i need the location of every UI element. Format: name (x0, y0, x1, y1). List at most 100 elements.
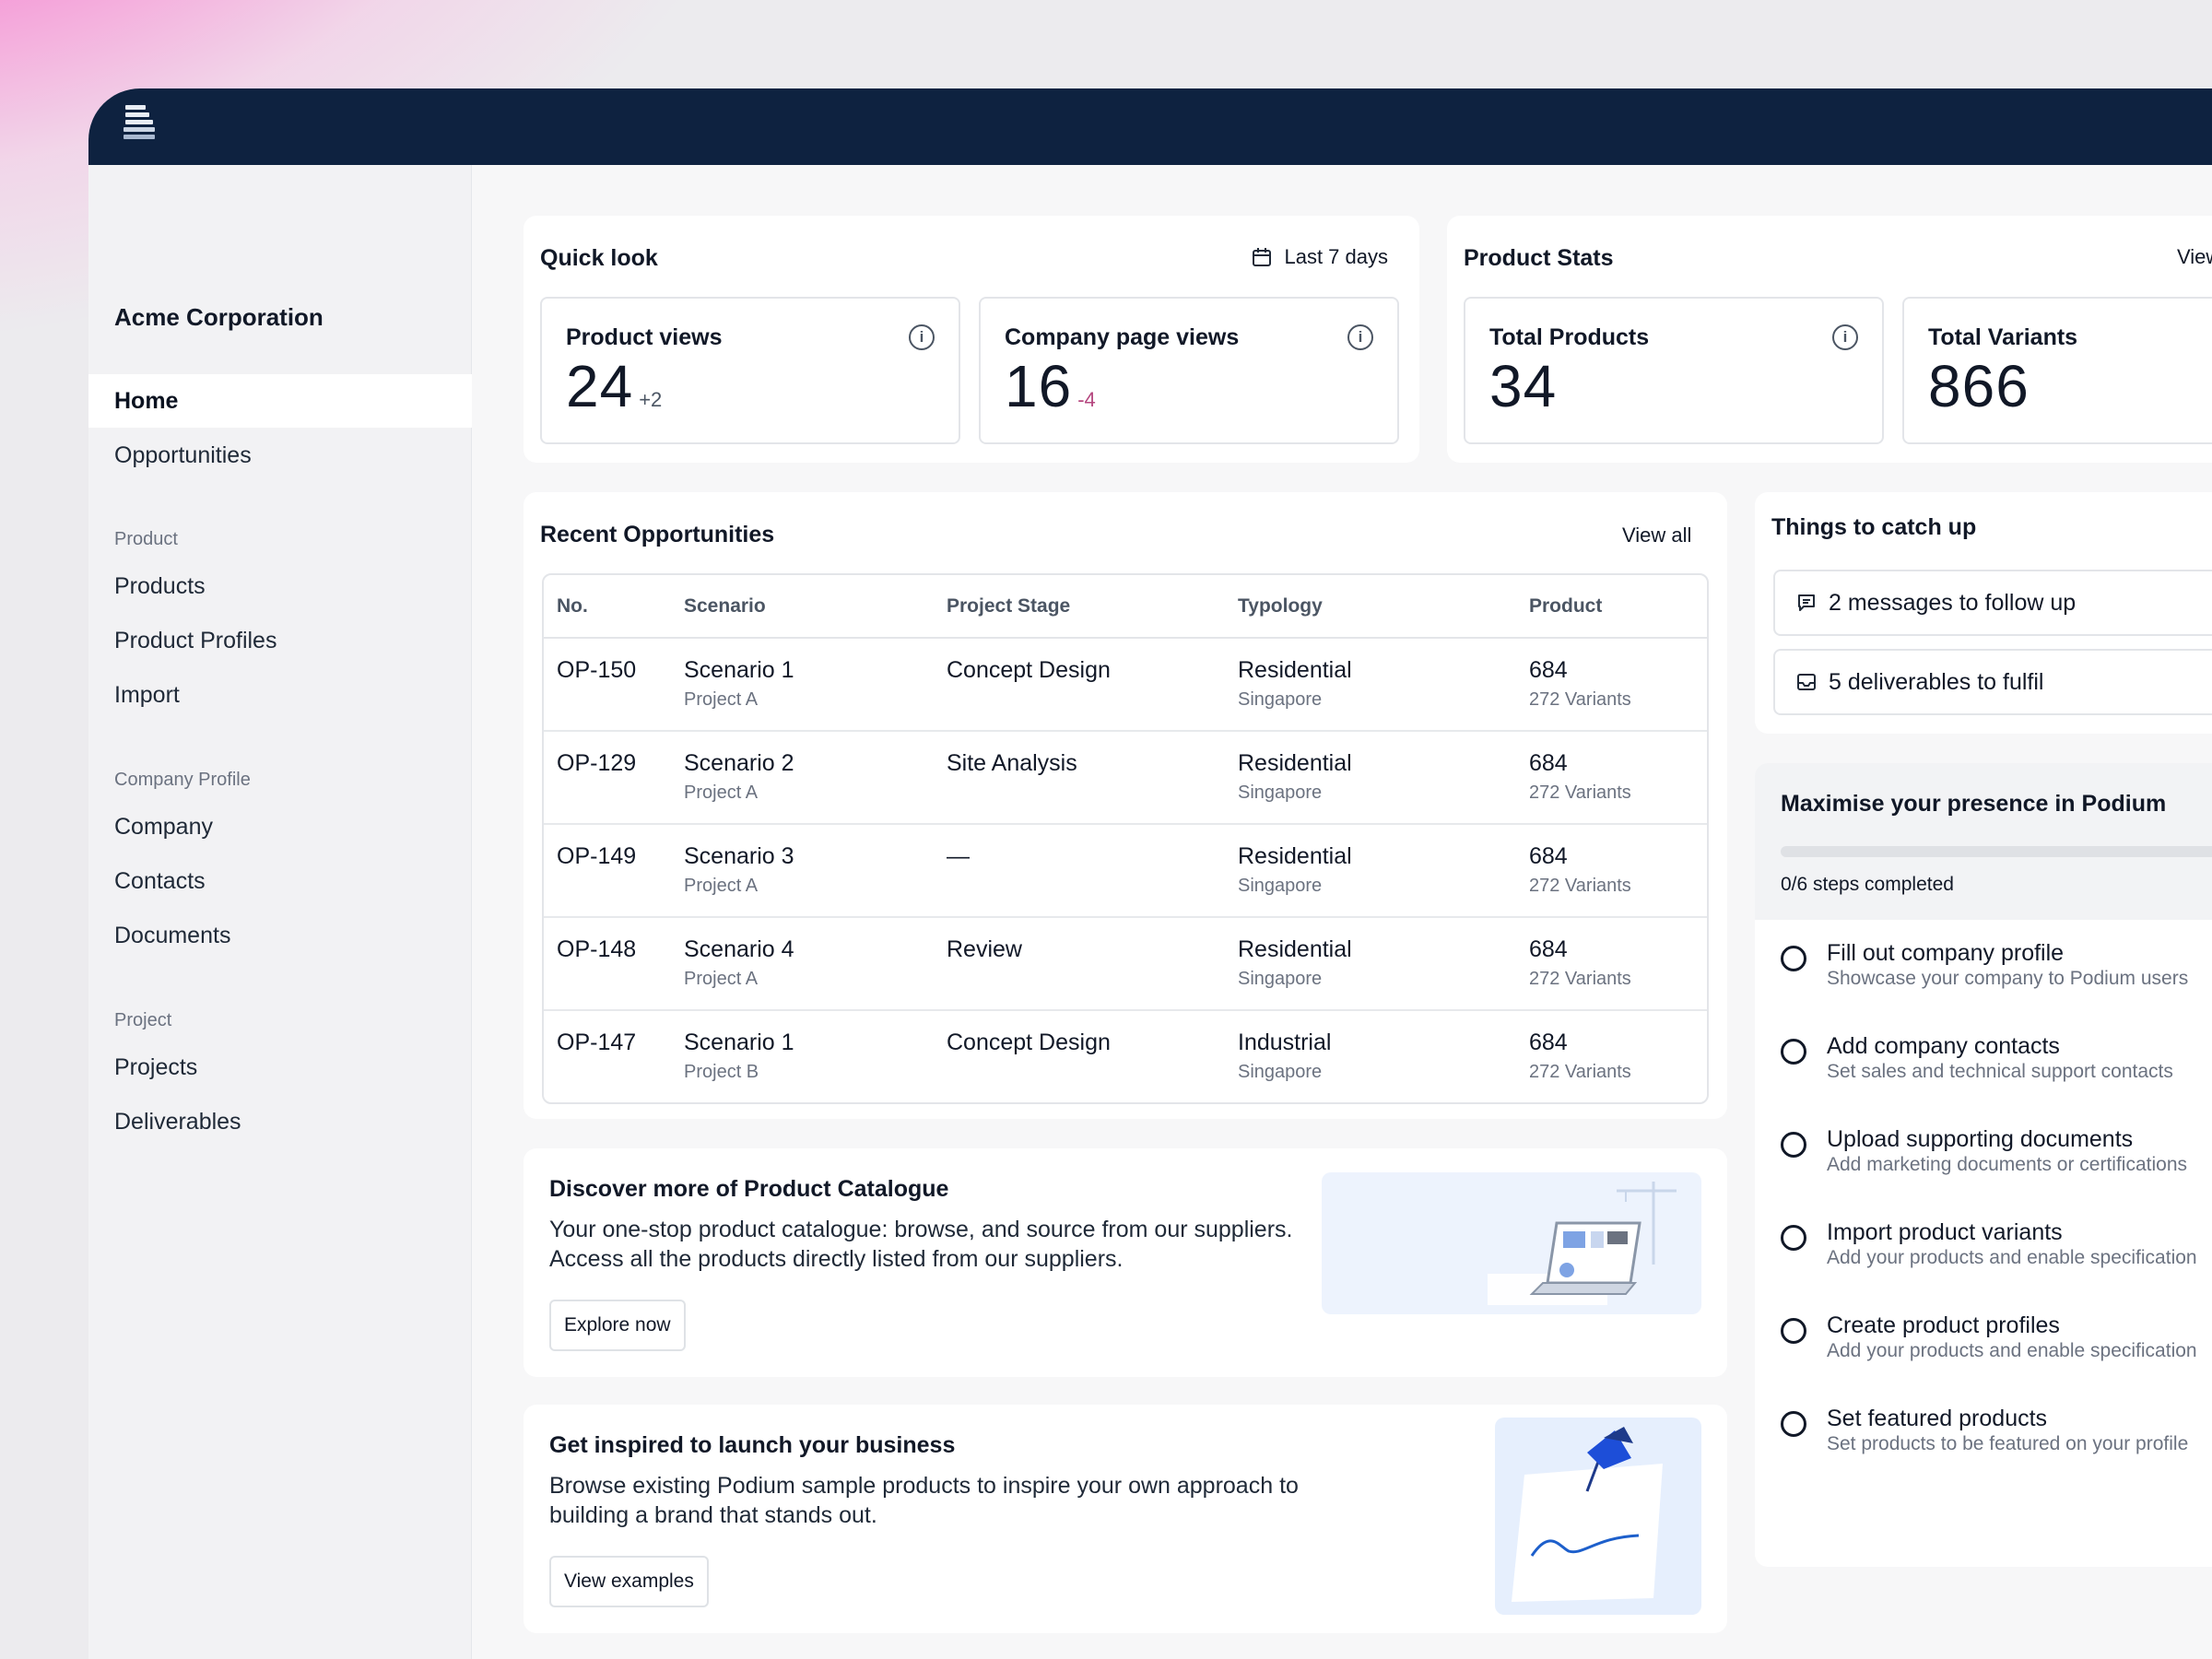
column-header[interactable]: Typology (1225, 575, 1516, 639)
date-range-label: Last 7 days (1284, 245, 1388, 268)
step-checkbox-icon[interactable] (1781, 1411, 1806, 1437)
cell-variants: 272 Variants (1529, 782, 1631, 803)
cell-project: Project A (684, 876, 759, 896)
stat-product-views: Product views i 24 +2 (540, 297, 960, 444)
sidebar-section-company-profile: Company Profile (114, 770, 251, 790)
stat-label: Total Products (1489, 324, 1650, 350)
product-stats-title: Product Stats (1464, 245, 1614, 271)
stat-total-variants: Total Variants 866 (1902, 297, 2212, 444)
cell-typology: Residential Singapore (1225, 731, 1516, 825)
calendar-icon (1253, 248, 1272, 266)
cell-stage: Site Analysis (934, 731, 1225, 825)
inspiration-promo-card: Get inspired to launch your business Bro… (524, 1405, 1727, 1633)
cell-typology: Residential Singapore (1225, 638, 1516, 732)
pinned-note-illustration (1495, 1418, 1701, 1615)
column-header[interactable]: Product (1516, 575, 1707, 639)
step-checkbox-icon[interactable] (1781, 1318, 1806, 1344)
sidebar-item-documents[interactable]: Documents (114, 922, 231, 948)
presence-card: Maximise your presence in Podium 0/6 ste… (1755, 763, 2212, 1567)
step-desc: Add your products and enable specificati… (1827, 1340, 2197, 1361)
date-range-selector[interactable]: Last 7 days (1251, 245, 1388, 269)
cell-scenario: Scenario 3 Project A (671, 824, 934, 918)
sidebar-item-products[interactable]: Products (114, 572, 206, 599)
message-icon (1798, 594, 1815, 611)
step-title: Import product variants (1827, 1219, 2063, 1245)
cell-project: Project A (684, 969, 759, 989)
cell-no: OP-148 (544, 917, 671, 1011)
cell-scenario: Scenario 1 Project B (671, 1010, 934, 1102)
sidebar-item-company[interactable]: Company (114, 813, 213, 840)
info-icon[interactable]: i (909, 324, 935, 350)
cell-typology: Residential Singapore (1225, 917, 1516, 1011)
stat-label: Total Variants (1928, 324, 2078, 350)
cell-location: Singapore (1238, 689, 1323, 710)
recent-opportunities-title: Recent Opportunities (540, 522, 775, 547)
column-header[interactable]: Project Stage (934, 575, 1225, 639)
messages-follow-up-item[interactable]: 2 messages to follow up (1773, 570, 2212, 636)
info-icon[interactable]: i (1347, 324, 1373, 350)
podium-logo-icon[interactable] (124, 105, 157, 146)
explore-now-button[interactable]: Explore now (549, 1300, 686, 1351)
table-row[interactable]: OP-148 Scenario 4 Project A Review Reside… (544, 917, 1707, 1011)
cell-variants: 272 Variants (1529, 689, 1631, 710)
step-checkbox-icon[interactable] (1781, 1039, 1806, 1065)
step-title: Upload supporting documents (1827, 1126, 2134, 1152)
step-title: Add company contacts (1827, 1033, 2060, 1059)
table-row[interactable]: OP-150 Scenario 1 Project A Concept Desig… (544, 638, 1707, 732)
top-navbar (88, 88, 2212, 165)
cell-no: OP-129 (544, 731, 671, 825)
table-row[interactable]: OP-147 Scenario 1 Project B Concept Desig… (544, 1010, 1707, 1102)
table-header-row: No. Scenario Project Stage Typology Prod… (544, 575, 1707, 639)
opportunities-table: No. Scenario Project Stage Typology Prod… (542, 573, 1709, 1104)
column-header[interactable]: Scenario (671, 575, 934, 639)
presence-progress-bar (1781, 846, 2212, 857)
cell-product: 684 272 Variants (1516, 1010, 1707, 1102)
cell-project: Project A (684, 689, 759, 710)
catch-up-title: Things to catch up (1771, 514, 1977, 540)
promo-text: Your one-stop product catalogue: browse,… (549, 1217, 1293, 1272)
cell-stage: Concept Design (947, 1030, 1111, 1055)
sidebar-item-product-profiles[interactable]: Product Profiles (114, 627, 277, 653)
quick-look-title: Quick look (540, 245, 658, 271)
step-desc: Add your products and enable specificati… (1827, 1247, 2197, 1268)
sidebar-section-product: Product (114, 529, 178, 549)
presence-progress-text: 0/6 steps completed (1781, 874, 1954, 895)
stat-label: Company page views (1005, 324, 1240, 350)
cell-typology: Industrial Singapore (1225, 1010, 1516, 1102)
org-name: Acme Corporation (114, 303, 324, 331)
step-title: Fill out company profile (1827, 940, 2065, 966)
promo-text: Browse existing Podium sample products t… (549, 1473, 1299, 1528)
catch-up-card: Things to catch up 2 messages to follow … (1755, 492, 2212, 734)
table-row[interactable]: OP-149 Scenario 3 Project A — Residential… (544, 824, 1707, 918)
step-desc: Set sales and technical support contacts (1827, 1061, 2173, 1082)
recent-opportunities-card: Recent Opportunities View all No. Scenar… (524, 492, 1727, 1119)
sidebar-item-deliverables[interactable]: Deliverables (114, 1108, 241, 1135)
view-all-link[interactable]: View all (1622, 524, 1692, 547)
sidebar-item-contacts[interactable]: Contacts (114, 867, 206, 894)
sidebar-item-projects[interactable]: Projects (114, 1053, 198, 1080)
step-checkbox-icon[interactable] (1781, 1225, 1806, 1251)
step-desc: Add marketing documents or certification… (1827, 1154, 2188, 1175)
cell-product: 684 272 Variants (1516, 824, 1707, 918)
step-checkbox-icon[interactable] (1781, 946, 1806, 971)
cell-variants: 272 Variants (1529, 969, 1631, 989)
laptop-illustration (1322, 1172, 1701, 1314)
cell-stage: — (934, 824, 1225, 918)
cell-location: Singapore (1238, 876, 1323, 896)
promo-title: Get inspired to launch your business (549, 1432, 956, 1458)
step-desc: Set products to be featured on your prof… (1827, 1433, 2189, 1454)
step-checkbox-icon[interactable] (1781, 1132, 1806, 1158)
product-stats-view-link[interactable]: View (2177, 245, 2212, 268)
sidebar-item-home[interactable]: Home (88, 374, 472, 428)
sidebar-item-import[interactable]: Import (114, 681, 180, 708)
cell-no: OP-147 (557, 1030, 637, 1055)
column-header[interactable]: No. (544, 575, 671, 639)
table-row[interactable]: OP-129 Scenario 2 Project A Site Analysis… (544, 731, 1707, 825)
sidebar-item-opportunities[interactable]: Opportunities (114, 441, 252, 468)
info-icon[interactable]: i (1832, 324, 1858, 350)
cell-product: 684 272 Variants (1516, 917, 1707, 1011)
cell-no: OP-149 (544, 824, 671, 918)
catalogue-promo-card: Discover more of Product Catalogue Your … (524, 1148, 1727, 1377)
view-examples-button[interactable]: View examples (549, 1556, 709, 1607)
deliverables-fulfil-item[interactable]: 5 deliverables to fulfil (1773, 649, 2212, 715)
